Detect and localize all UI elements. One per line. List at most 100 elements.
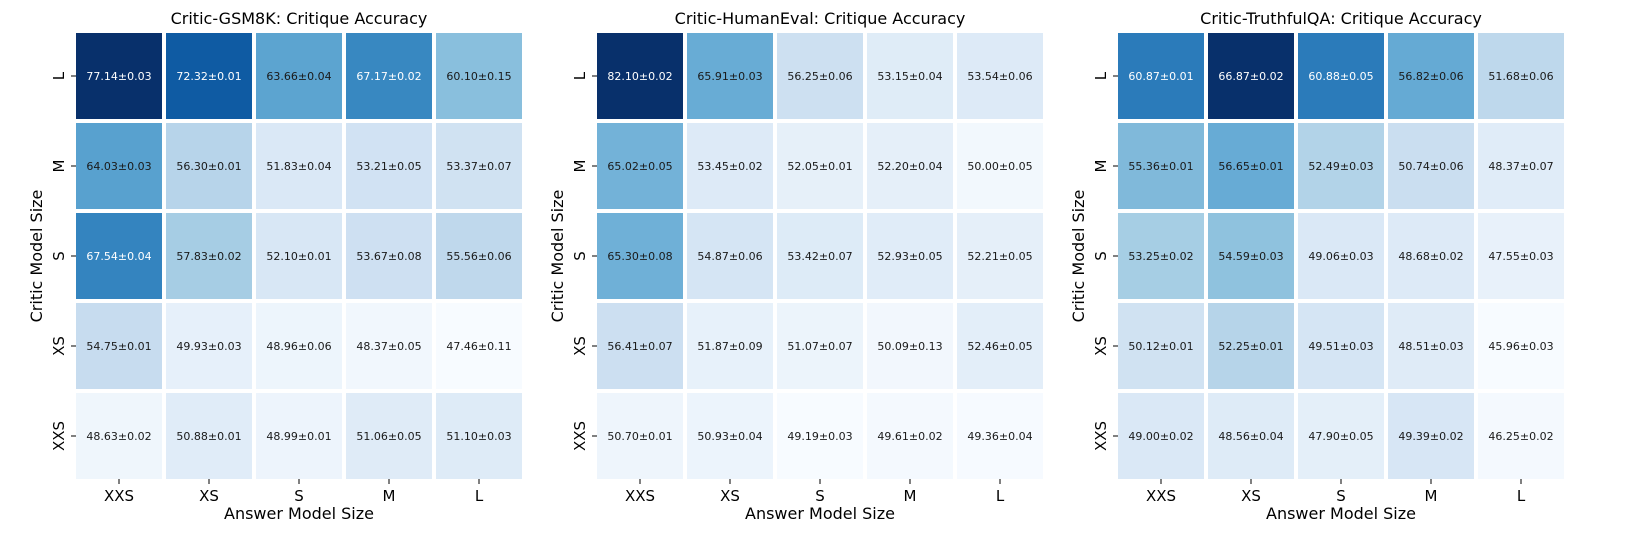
chart-0-cell-2-0 — [76, 213, 162, 299]
chart-0-xtick-label-0: XXS — [104, 487, 134, 505]
chart-0-label-4-1: 50.88±0.01 — [176, 430, 241, 443]
chart-1-ytick-label-0: L — [571, 71, 589, 80]
chart-0-ylabel: Critic Model Size — [27, 190, 46, 323]
chart-0-label-1-2: 51.83±0.04 — [266, 160, 331, 173]
chart-2-ytick-label-4: XXS — [1092, 421, 1110, 451]
chart-0-label-0-3: 67.17±0.02 — [356, 70, 421, 83]
chart-0-label-0-4: 60.10±0.15 — [446, 70, 511, 83]
chart-1-cell-3-1 — [687, 303, 773, 389]
chart-0-cell-2-4 — [436, 213, 522, 299]
chart-2-cell-2-1 — [1208, 213, 1294, 299]
chart-2-title: Critic-TruthfulQA: Critique Accuracy — [1200, 9, 1482, 28]
chart-2-ylabel: Critic Model Size — [1069, 190, 1088, 323]
chart-1-cell-3-0 — [597, 303, 683, 389]
chart-0-cell-4-4 — [436, 393, 522, 479]
chart-2-label-0-4: 51.68±0.06 — [1488, 70, 1553, 83]
chart-1-xtick-label-0: XXS — [625, 487, 655, 505]
chart-1-ytick-label-4: XXS — [571, 421, 589, 451]
chart-1-ytick-label-1: M — [571, 160, 589, 173]
chart-0-cell-2-1 — [166, 213, 252, 299]
chart-2-cell-3-1 — [1208, 303, 1294, 389]
chart-0-label-4-3: 51.06±0.05 — [356, 430, 421, 443]
chart-0-cell-4-2 — [256, 393, 342, 479]
chart-2-label-4-4: 46.25±0.02 — [1488, 430, 1553, 443]
chart-1-cell-4-0 — [597, 393, 683, 479]
chart-0-cell-0-0 — [76, 33, 162, 119]
chart-1-xtick-label-2: S — [815, 487, 825, 505]
chart-1-xtick-label-4: L — [996, 487, 1005, 505]
chart-2-label-2-4: 47.55±0.03 — [1488, 250, 1553, 263]
chart-1-label-0-4: 53.54±0.06 — [967, 70, 1032, 83]
chart-2-label-3-2: 49.51±0.03 — [1308, 340, 1373, 353]
chart-1-cell-0-0 — [597, 33, 683, 119]
chart-1-xtick-label-1: XS — [720, 487, 740, 505]
chart-0-cell-2-2 — [256, 213, 342, 299]
chart-2-label-1-2: 52.49±0.03 — [1308, 160, 1373, 173]
chart-2-cell-3-0 — [1118, 303, 1204, 389]
chart-2-label-1-1: 56.65±0.01 — [1218, 160, 1283, 173]
chart-0-cell-0-2 — [256, 33, 342, 119]
chart-1-cell-4-2 — [777, 393, 863, 479]
chart-1-label-0-2: 56.25±0.06 — [787, 70, 852, 83]
chart-1-label-0-1: 65.91±0.03 — [697, 70, 762, 83]
chart-2-ytick-label-3: XS — [1092, 336, 1110, 356]
chart-2-label-2-2: 49.06±0.03 — [1308, 250, 1373, 263]
chart-1-cell-0-3 — [867, 33, 953, 119]
chart-0-title: Critic-GSM8K: Critique Accuracy — [171, 9, 428, 28]
chart-0-label-2-0: 67.54±0.04 — [86, 250, 151, 263]
chart-0-label-4-2: 48.99±0.01 — [266, 430, 331, 443]
chart-1-cell-4-3 — [867, 393, 953, 479]
chart-2-ytick-label-0: L — [1092, 71, 1110, 80]
chart-0-label-1-3: 53.21±0.05 — [356, 160, 421, 173]
chart-0-label-3-3: 48.37±0.05 — [356, 340, 421, 353]
chart-0-cell-3-3 — [346, 303, 432, 389]
chart-0-cell-0-1 — [166, 33, 252, 119]
chart-1-label-2-0: 65.30±0.08 — [607, 250, 672, 263]
chart-1-label-1-4: 50.00±0.05 — [967, 160, 1032, 173]
chart-2-label-1-4: 48.37±0.07 — [1488, 160, 1553, 173]
chart-2-cell-4-4 — [1478, 393, 1564, 479]
chart-1-label-3-3: 50.09±0.13 — [877, 340, 942, 353]
chart-2-label-1-3: 50.74±0.06 — [1398, 160, 1463, 173]
chart-1-cell-4-4 — [957, 393, 1043, 479]
chart-0-cell-1-3 — [346, 123, 432, 209]
chart-1-cell-1-0 — [597, 123, 683, 209]
chart-2-xtick-label-4: L — [1517, 487, 1526, 505]
chart-0-label-0-0: 77.14±0.03 — [86, 70, 151, 83]
chart-0-cell-3-1 — [166, 303, 252, 389]
chart-1-cell-3-3 — [867, 303, 953, 389]
chart-1-cell-0-2 — [777, 33, 863, 119]
chart-0-label-1-0: 64.03±0.03 — [86, 160, 151, 173]
chart-0-cell-0-4 — [436, 33, 522, 119]
chart-0-ytick-label-3: XS — [50, 336, 68, 356]
chart-0-cell-4-1 — [166, 393, 252, 479]
chart-1-cell-2-3 — [867, 213, 953, 299]
chart-2-cell-4-3 — [1388, 393, 1474, 479]
chart-2-label-4-1: 48.56±0.04 — [1218, 430, 1283, 443]
chart-0-label-2-2: 52.10±0.01 — [266, 250, 331, 263]
chart-0-label-1-1: 56.30±0.01 — [176, 160, 241, 173]
chart-0-label-3-4: 47.46±0.11 — [446, 340, 511, 353]
chart-1-xlabel: Answer Model Size — [745, 504, 895, 523]
chart-1-label-4-0: 50.70±0.01 — [607, 430, 672, 443]
chart-1-label-1-1: 53.45±0.02 — [697, 160, 762, 173]
chart-1-label-0-0: 82.10±0.02 — [607, 70, 672, 83]
chart-0-cell-3-4 — [436, 303, 522, 389]
chart-1-ylabel: Critic Model Size — [548, 190, 567, 323]
chart-0-label-4-0: 48.63±0.02 — [86, 430, 151, 443]
chart-0-label-2-3: 53.67±0.08 — [356, 250, 421, 263]
chart-2-cell-3-2 — [1298, 303, 1384, 389]
chart-2-cell-1-2 — [1298, 123, 1384, 209]
chart-0-label-2-1: 57.83±0.02 — [176, 250, 241, 263]
chart-2-cell-0-1 — [1208, 33, 1294, 119]
chart-0-xtick-label-4: L — [475, 487, 484, 505]
chart-1-label-2-2: 53.42±0.07 — [787, 250, 852, 263]
chart-2-cell-2-0 — [1118, 213, 1204, 299]
chart-1-label-1-2: 52.05±0.01 — [787, 160, 852, 173]
chart-0-label-3-0: 54.75±0.01 — [86, 340, 151, 353]
chart-2-cell-1-3 — [1388, 123, 1474, 209]
chart-2-cell-4-1 — [1208, 393, 1294, 479]
chart-0-cell-3-0 — [76, 303, 162, 389]
chart-1-label-4-1: 50.93±0.04 — [697, 430, 762, 443]
chart-2-label-0-2: 60.88±0.05 — [1308, 70, 1373, 83]
